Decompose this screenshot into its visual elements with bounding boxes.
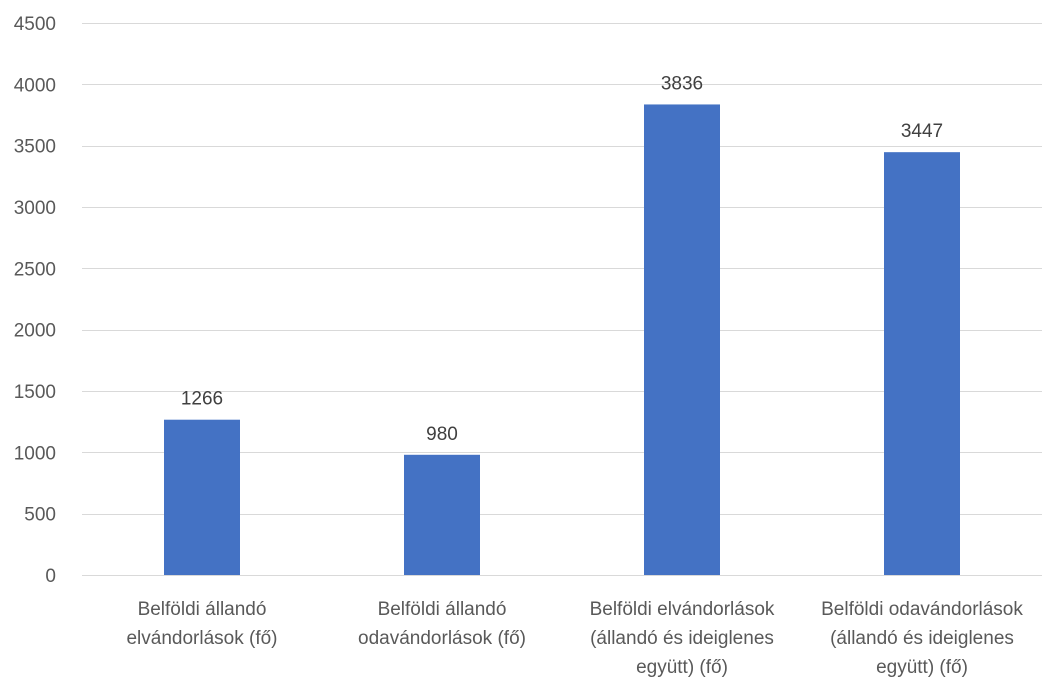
bar (884, 152, 960, 575)
data-label: 1266 (181, 389, 223, 410)
y-tick-label: 3000 (14, 198, 56, 219)
bar (644, 104, 720, 575)
y-axis-tick-labels: 0 500 1000 1500 2000 2500 3000 3500 4000 4500 (14, 14, 56, 587)
category-label: Belföldi odavándorlások (állandó és ideig… (821, 599, 1023, 677)
category-label-line: együtt) (fő) (636, 657, 728, 677)
y-tick-label: 1000 (14, 443, 56, 464)
category-label-line: Belföldi állandó (378, 599, 507, 620)
bar (404, 454, 480, 575)
y-tick-label: 3500 (14, 137, 56, 158)
category-label-line: elvándorlások (fő) (126, 628, 277, 649)
data-label: 3836 (661, 73, 703, 94)
category-label: Belföldi állandó odavándorlások (fő) (358, 599, 526, 649)
category-label-line: (állandó és ideiglenes (590, 628, 774, 649)
gridlines (82, 23, 1042, 576)
category-label-line: Belföldi odavándorlások (821, 599, 1023, 620)
category-label: Belföldi állandó elvándorlások (fő) (126, 599, 277, 649)
bars (164, 104, 960, 575)
data-label: 980 (426, 424, 458, 445)
data-labels: 1266 980 3836 3447 (181, 73, 943, 444)
y-tick-label: 4500 (14, 14, 56, 35)
category-label-line: együtt) (fő) (876, 657, 968, 677)
y-tick-label: 500 (24, 505, 56, 526)
category-label-line: Belföldi állandó (138, 599, 267, 620)
category-label-line: (állandó és ideiglenes (830, 628, 1014, 649)
category-label-line: odavándorlások (fő) (358, 628, 526, 649)
y-tick-label: 2500 (14, 259, 56, 280)
y-tick-label: 0 (45, 566, 56, 587)
category-label-line: Belföldi elvándorlások (590, 599, 775, 620)
category-label: Belföldi elvándorlások (állandó és ideigl… (590, 599, 775, 677)
data-label: 3447 (901, 121, 943, 142)
bar (164, 419, 240, 575)
y-tick-label: 4000 (14, 75, 56, 96)
y-tick-label: 1500 (14, 382, 56, 403)
y-tick-label: 2000 (14, 321, 56, 342)
